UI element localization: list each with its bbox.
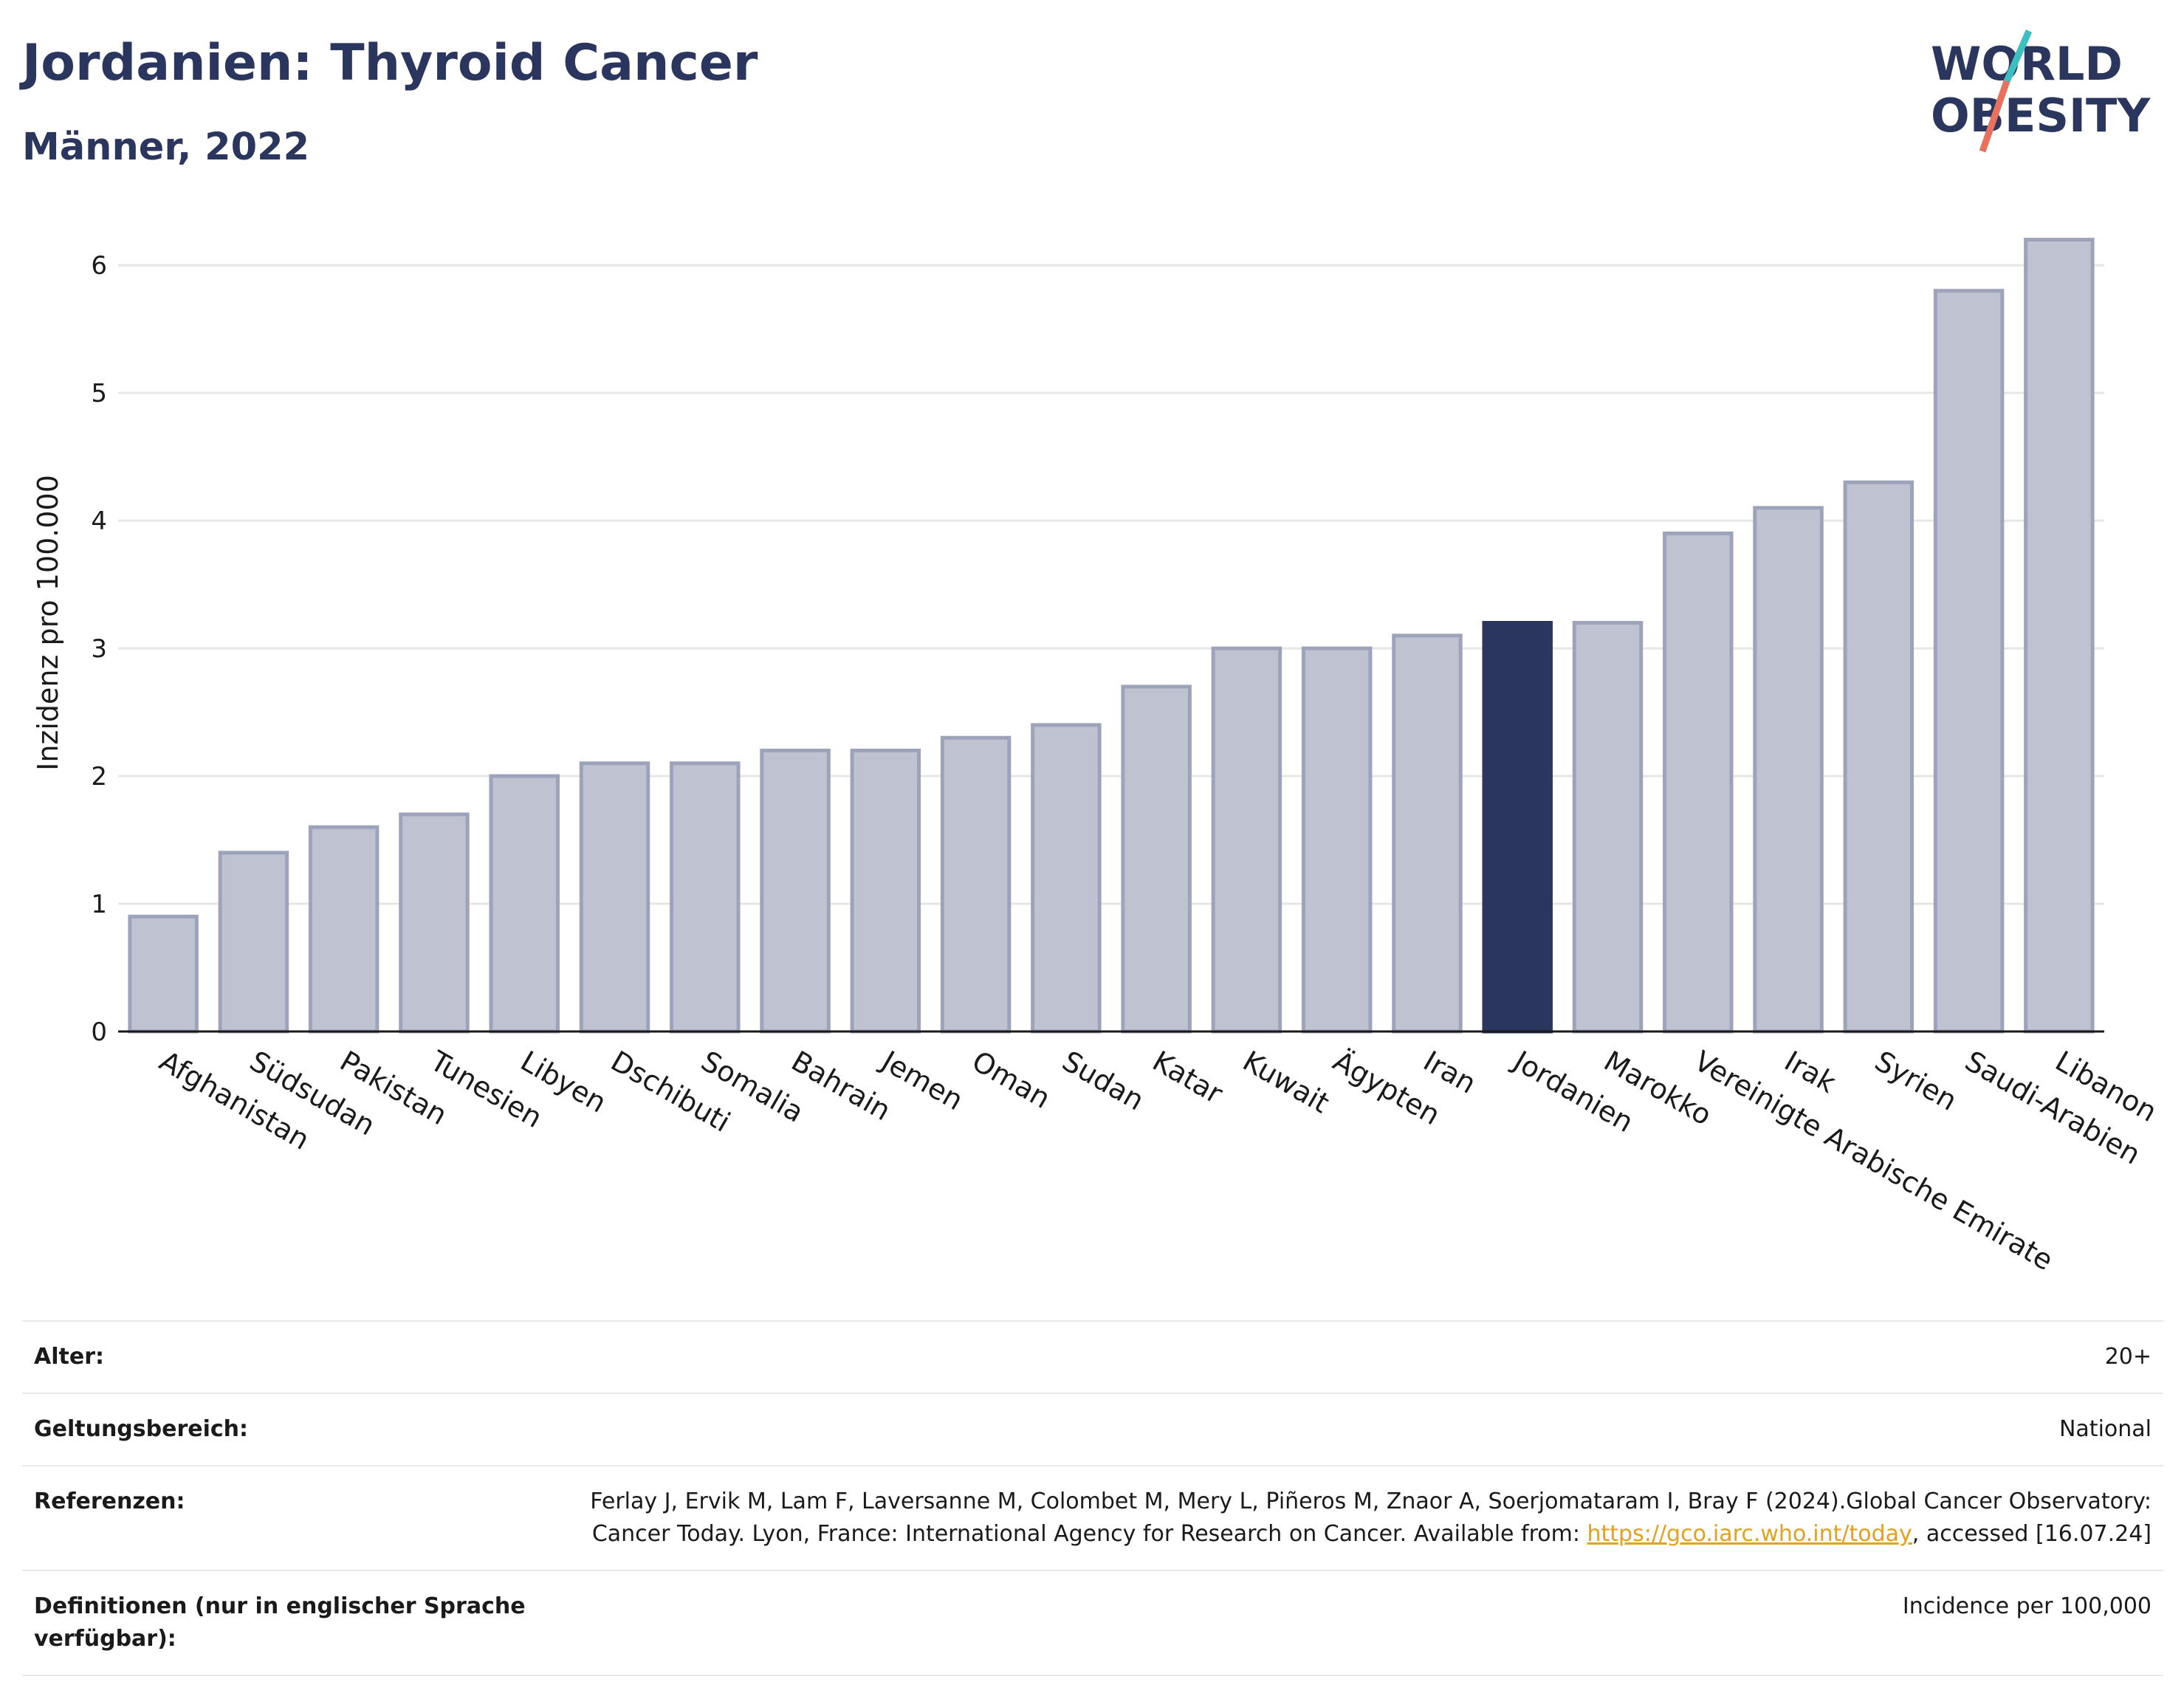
meta-row-scope: Geltungsbereich: National	[22, 1393, 2163, 1465]
y-axis-label: Inzidenz pro 100.000	[32, 475, 64, 771]
age-value: 20+	[2104, 1344, 2152, 1370]
x-tick-label: Sudan	[1057, 1045, 1150, 1117]
bar	[1663, 531, 1734, 1034]
bar	[1482, 621, 1553, 1034]
bar	[128, 914, 199, 1034]
x-tick-label: Katar	[1147, 1045, 1229, 1110]
x-tick-label: Bahrain	[786, 1045, 896, 1127]
x-tick-label: Oman	[966, 1045, 1056, 1115]
bar	[1211, 646, 1282, 1034]
y-tick-label: 5	[91, 379, 107, 408]
world-obesity-logo: WORLD OBESITY	[1931, 30, 2151, 153]
bar	[670, 761, 741, 1034]
references-value: Ferlay J, Ervik M, Lam F, Laversanne M, …	[566, 1486, 2152, 1551]
bar	[1933, 289, 2005, 1034]
bar	[1301, 646, 1373, 1034]
age-label: Alter:	[34, 1344, 104, 1370]
y-tick-label: 6	[91, 251, 107, 281]
references-text: Ferlay J, Ervik M, Lam F, Laversanne M, …	[590, 1489, 2152, 1547]
page-title: Jordanien: Thyroid Cancer	[22, 34, 758, 92]
references-link[interactable]: https://gco.iarc.who.int/today	[1587, 1521, 1912, 1547]
x-tick-label: Irak	[1779, 1045, 1841, 1099]
logo-slash-top	[2003, 30, 2033, 83]
bar	[2024, 238, 2095, 1034]
x-tick-label: Iran	[1418, 1045, 1481, 1100]
bar	[579, 761, 650, 1034]
logo-slash-bottom	[1979, 80, 2010, 153]
y-tick-label: 0	[91, 1017, 107, 1047]
bar	[1031, 723, 1102, 1034]
bar	[940, 735, 1012, 1034]
bar	[399, 812, 470, 1034]
y-tick-label: 3	[91, 634, 107, 664]
meta-row-definitions: Definitionen (nur in englischer Sprache …	[22, 1570, 2163, 1676]
bar	[1843, 480, 1915, 1034]
metadata-table: Alter: 20+ Geltungsbereich: National Ref…	[22, 1320, 2163, 1676]
x-tick-label: Syrien	[1869, 1045, 1962, 1117]
y-tick-label: 1	[91, 890, 107, 919]
logo-text-obesity: OBESITY	[1931, 89, 2151, 143]
page-subtitle: Männer, 2022	[22, 126, 310, 169]
logo-text-world: WORLD	[1931, 37, 2123, 91]
bar	[1572, 621, 1644, 1034]
scope-value: National	[2058, 1416, 2152, 1442]
references-label: Referenzen:	[34, 1489, 185, 1514]
bar	[308, 825, 380, 1034]
bar	[1753, 506, 1824, 1034]
bar	[218, 851, 289, 1034]
bar	[489, 774, 560, 1034]
bar	[1392, 634, 1463, 1034]
scope-label: Geltungsbereich:	[34, 1416, 249, 1442]
meta-row-age: Alter: 20+	[22, 1320, 2163, 1393]
bar	[1121, 684, 1192, 1034]
bar	[850, 748, 921, 1034]
x-tick-label: Kuwait	[1237, 1045, 1335, 1120]
definitions-value: Incidence per 100,000	[1902, 1593, 2152, 1619]
y-tick-label: 4	[91, 507, 107, 536]
bar	[760, 748, 831, 1034]
references-text-end: , accessed [16.07.24]	[1912, 1521, 2152, 1547]
y-tick-label: 2	[91, 762, 107, 792]
definitions-label: Definitionen (nur in englischer Sprache …	[34, 1593, 526, 1652]
meta-row-references: Referenzen: Ferlay J, Ervik M, Lam F, La…	[22, 1465, 2163, 1570]
